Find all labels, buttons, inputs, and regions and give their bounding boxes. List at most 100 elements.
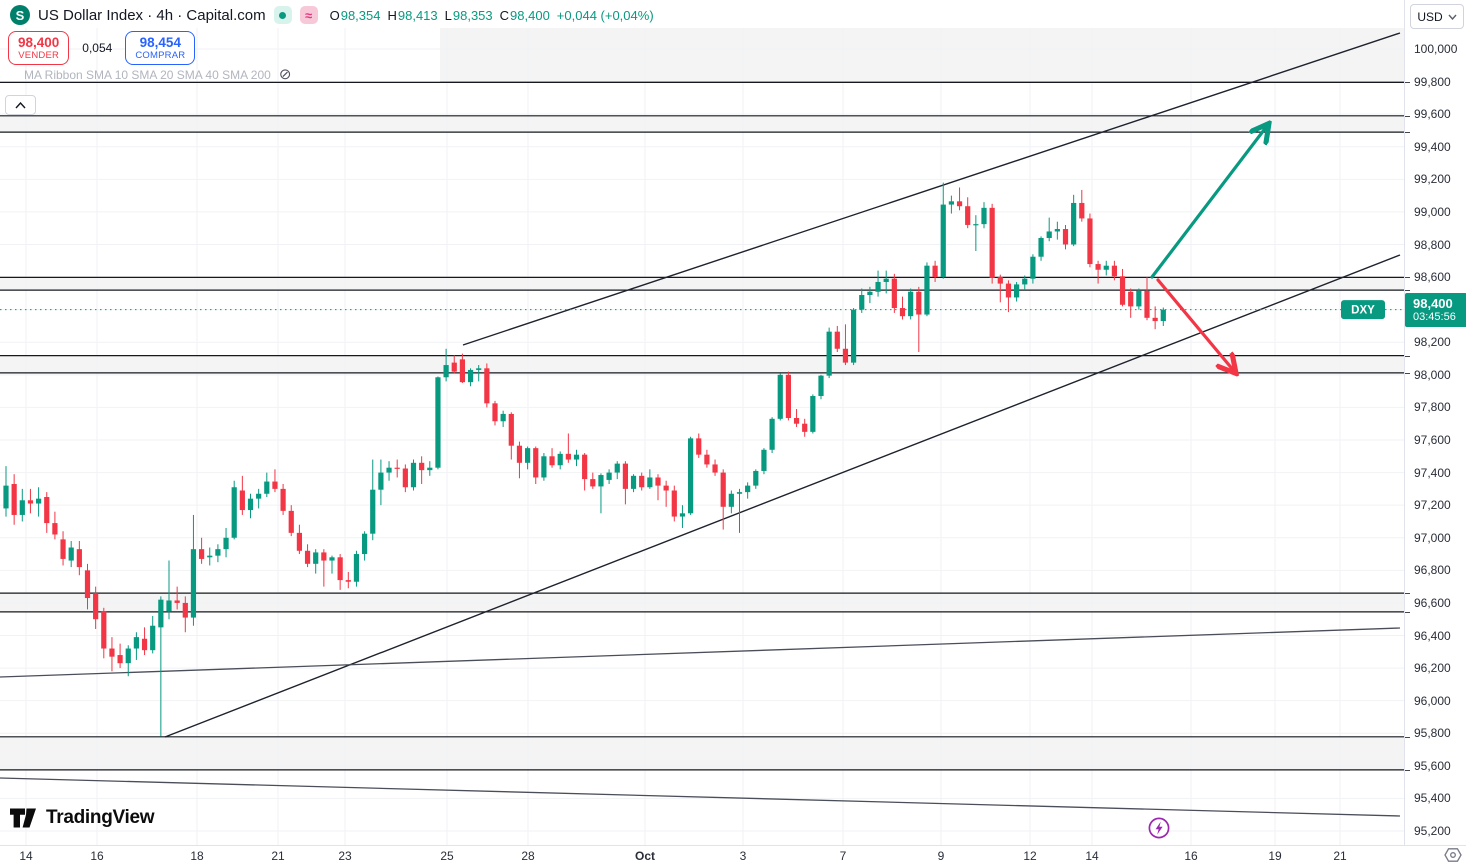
candle-body: [166, 600, 172, 612]
ascending-channel-top[interactable]: [462, 32, 1401, 346]
candle-body: [1062, 229, 1069, 245]
candle: [386, 461, 392, 481]
tradingview-watermark: TradingView: [10, 806, 155, 830]
candle: [190, 514, 197, 626]
candle: [981, 202, 987, 229]
candle: [679, 505, 686, 528]
price-level-tick: [1405, 277, 1410, 278]
candle-body: [1014, 284, 1020, 298]
sell-price: 98,400: [18, 35, 60, 50]
lower-descending-trendline[interactable]: [0, 777, 1401, 817]
candle-body: [582, 454, 588, 480]
candle: [940, 182, 946, 279]
time-tick-label: Oct: [634, 849, 656, 863]
candle: [582, 453, 588, 491]
candle-body: [630, 475, 637, 489]
time-axis[interactable]: 14 16 18 21 23 25 28 Oct 3 7 9 12 14 16 19 21: [0, 845, 1404, 865]
buy-button[interactable]: 98,454 COMPRAR: [125, 31, 196, 65]
candle: [182, 596, 188, 633]
candle: [215, 544, 221, 563]
candle: [329, 555, 335, 574]
candle-body: [304, 550, 311, 564]
price-level-tick: [1405, 737, 1410, 738]
candle: [916, 286, 922, 353]
trade-panel: 98,400 VENDER 0,054 98,454 COMPRAR: [8, 31, 196, 65]
bearish-projection-arrow[interactable]: [1156, 278, 1234, 371]
candle-body: [736, 492, 743, 494]
candle-body: [313, 552, 319, 564]
candle: [492, 400, 498, 426]
ascending-channel-bottom[interactable]: [164, 254, 1401, 738]
price-tick-label: 100,000: [1414, 42, 1458, 56]
candle: [150, 615, 156, 654]
candle-body: [826, 331, 832, 376]
chevron-up-icon: [15, 101, 26, 108]
time-tick-label: 28: [521, 849, 535, 863]
candle-body: [916, 291, 922, 315]
candle: [785, 371, 791, 421]
candle-body: [867, 291, 873, 296]
candle: [1152, 306, 1158, 330]
candle: [590, 472, 596, 489]
candle: [443, 348, 449, 382]
price-tick-label: 96,000: [1414, 693, 1451, 708]
candle: [622, 461, 628, 505]
candle: [133, 632, 139, 660]
candle-body: [321, 552, 327, 561]
market-open-icon: [273, 6, 292, 24]
candle: [867, 286, 873, 304]
execution-lightning-icon[interactable]: [1148, 817, 1170, 839]
price-tick-label: 99,800: [1414, 74, 1451, 89]
price-tick-label: 97,000: [1414, 530, 1451, 545]
candle-body: [802, 423, 808, 432]
eye-off-icon[interactable]: ⊘: [278, 66, 292, 83]
candle-body: [158, 599, 164, 628]
low-label: L: [444, 7, 452, 23]
candle: [239, 475, 245, 515]
candle: [557, 451, 563, 470]
candle-body: [753, 470, 759, 486]
candle: [370, 459, 376, 541]
candle-body: [1103, 265, 1109, 270]
candle: [1087, 213, 1093, 268]
sell-button[interactable]: 98,400 VENDER: [8, 31, 70, 65]
long-shallow-trendline[interactable]: [0, 627, 1401, 678]
axis-settings-icon[interactable]: [1444, 847, 1462, 863]
open-value: 98,354: [340, 7, 381, 23]
candle: [696, 433, 702, 458]
candle: [842, 324, 849, 366]
currency-dropdown[interactable]: USD: [1410, 4, 1464, 29]
candle-body: [851, 309, 857, 363]
candle-body: [590, 479, 596, 487]
chart-plot[interactable]: DXY: [0, 0, 1404, 845]
ohlc-values: O 98,354 H 98,413 L 98,353 C 98,400 +0,044 (…: [330, 8, 654, 23]
candle-body: [883, 278, 889, 282]
candle-body: [101, 611, 107, 649]
candle: [321, 549, 327, 587]
time-tick-label: 3: [739, 849, 747, 863]
low-value: 98,353: [452, 7, 493, 23]
candle: [1062, 224, 1069, 250]
candle: [1046, 217, 1052, 242]
price-tick-label: 98,200: [1414, 335, 1451, 350]
candle-body: [606, 472, 612, 480]
collapse-pane-button[interactable]: [5, 95, 36, 115]
symbol-title[interactable]: US Dollar Index · 4h · Capital.com: [38, 6, 266, 24]
candle: [908, 288, 914, 320]
candle: [345, 571, 351, 589]
candle: [541, 453, 547, 481]
candle-body: [36, 498, 42, 504]
candle-body: [419, 462, 425, 471]
bullish-projection-arrow[interactable]: [1150, 126, 1267, 279]
candle-body: [402, 468, 408, 488]
candle-body: [508, 413, 514, 446]
candle-body: [989, 207, 995, 278]
candle: [1014, 281, 1020, 302]
indicator-legend[interactable]: MA Ribbon SMA 10 SMA 20 SMA 40 SMA 200 ⊘: [24, 67, 291, 82]
candle: [565, 433, 571, 463]
symbol-legend[interactable]: S US Dollar Index · 4h · Capital.com ≈ O…: [10, 3, 666, 27]
candle-body: [948, 201, 954, 205]
candle: [101, 607, 107, 659]
price-axis[interactable]: USD 98,400 03:45:56 100,000 99,800 99,600 9…: [1404, 0, 1466, 845]
candle-body: [1136, 290, 1142, 307]
